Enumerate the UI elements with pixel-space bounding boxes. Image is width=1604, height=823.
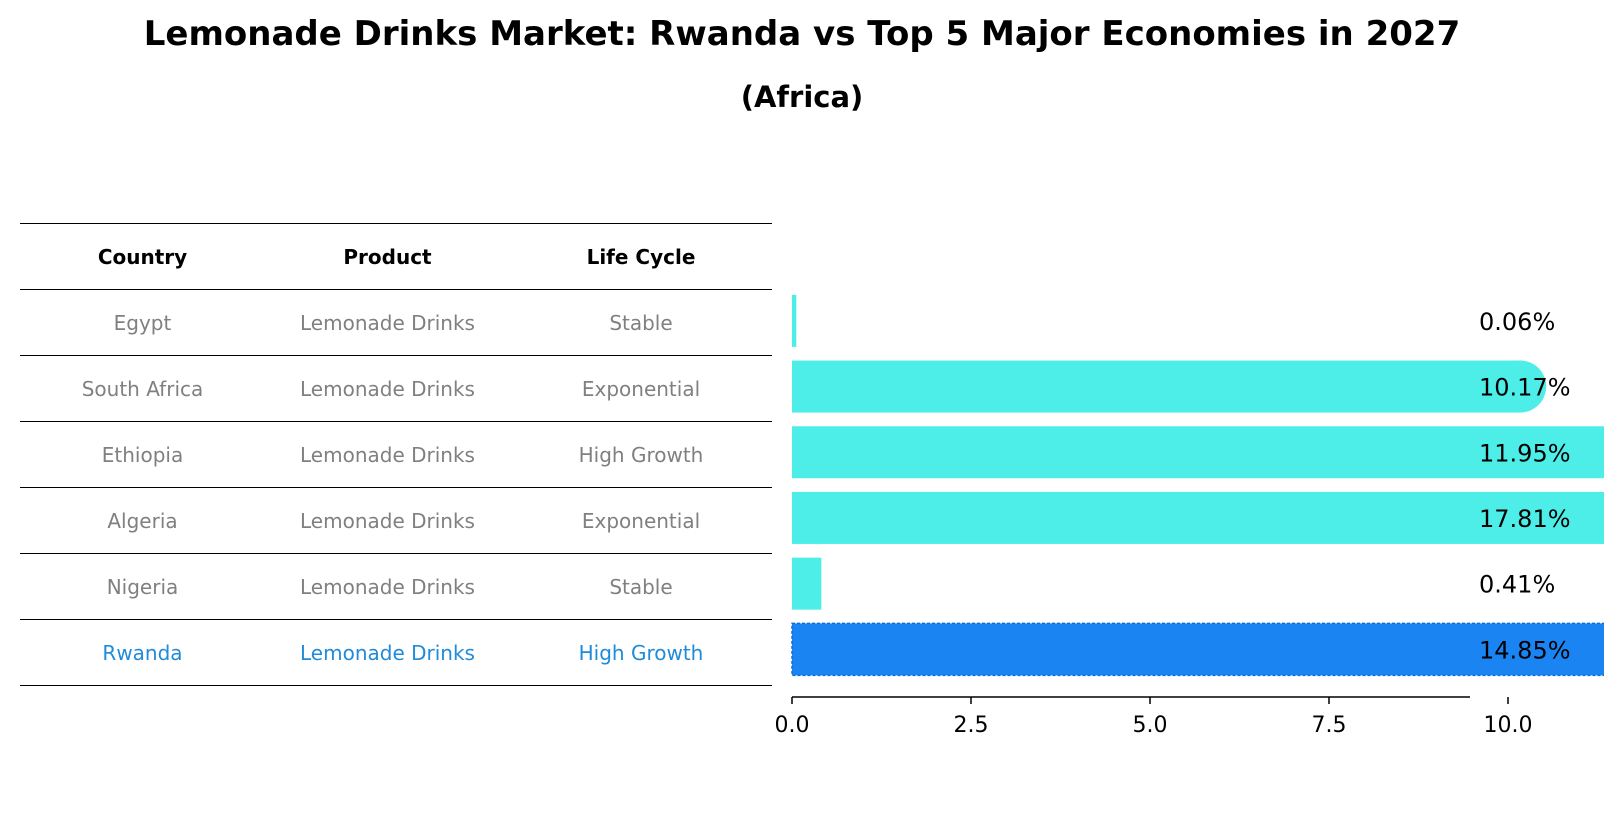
cell-life-cycle: Exponential — [510, 487, 772, 554]
bar-algeria — [792, 491, 1604, 544]
cell-country: South Africa — [20, 355, 265, 422]
header-country: Country — [20, 223, 265, 290]
cell-country: Rwanda — [20, 619, 265, 686]
value-label: 10.17% — [1479, 374, 1571, 402]
table-header-row: Country Product Life Cycle — [20, 223, 772, 290]
bar-nigeria — [792, 557, 822, 610]
cell-product: Lemonade Drinks — [265, 487, 510, 554]
table-row-highlight: Rwanda Lemonade Drinks High Growth — [20, 619, 772, 686]
table-row: South Africa Lemonade Drinks Exponential — [20, 355, 772, 422]
x-tick-label: 0.0 — [775, 713, 810, 738]
x-tick-label: 2.5 — [954, 713, 989, 738]
value-label: 0.41% — [1479, 571, 1555, 599]
x-tick-label: 10.0 — [1484, 713, 1533, 738]
bar-rwanda — [792, 623, 1604, 676]
value-label: 0.06% — [1479, 308, 1555, 336]
table-row: Algeria Lemonade Drinks Exponential — [20, 487, 772, 554]
cell-product: Lemonade Drinks — [265, 619, 510, 686]
value-label: 11.95% — [1479, 439, 1571, 467]
x-tick-label: 7.5 — [1312, 713, 1347, 738]
bar-egypt — [792, 294, 797, 347]
cell-life-cycle: High Growth — [510, 421, 772, 488]
table-row: Ethiopia Lemonade Drinks High Growth — [20, 421, 772, 488]
bar-cap-south-africa — [1494, 360, 1547, 413]
cell-life-cycle: Stable — [510, 289, 772, 356]
cell-country: Nigeria — [20, 553, 265, 620]
chart-subtitle: (Africa) — [740, 80, 864, 114]
cell-product: Lemonade Drinks — [265, 355, 510, 422]
cell-product: Lemonade Drinks — [265, 421, 510, 488]
cell-country: Algeria — [20, 487, 265, 554]
cell-life-cycle: High Growth — [510, 619, 772, 686]
table-row: Egypt Lemonade Drinks Stable — [20, 289, 772, 356]
market-table: Country Product Life Cycle Egypt Lemonad… — [20, 223, 772, 686]
cell-product: Lemonade Drinks — [265, 289, 510, 356]
chart-title: Lemonade Drinks Market: Rwanda vs Top 5 … — [143, 14, 1461, 54]
table-row: Nigeria Lemonade Drinks Stable — [20, 553, 772, 620]
bar-south-africa — [792, 360, 1521, 413]
header-product: Product — [265, 223, 510, 290]
bar-highlight-outline — [791, 622, 1604, 677]
x-tick-label: 5.0 — [1133, 713, 1168, 738]
value-label: 17.81% — [1479, 505, 1571, 533]
cell-country: Ethiopia — [20, 421, 265, 488]
value-label: 14.85% — [1479, 636, 1571, 664]
cell-product: Lemonade Drinks — [265, 553, 510, 620]
cell-life-cycle: Stable — [510, 553, 772, 620]
cell-country: Egypt — [20, 289, 265, 356]
header-life-cycle: Life Cycle — [510, 223, 772, 290]
bar-ethiopia — [792, 426, 1604, 479]
